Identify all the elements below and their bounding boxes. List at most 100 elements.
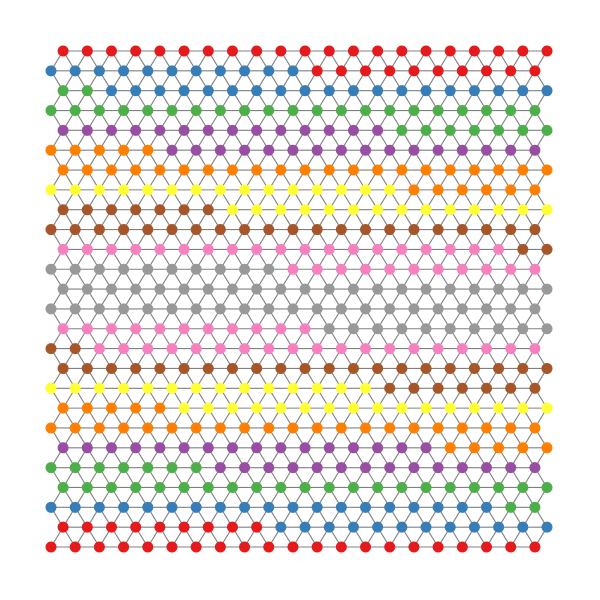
node: [335, 303, 347, 315]
node: [396, 283, 408, 295]
node: [299, 164, 311, 176]
node: [154, 362, 166, 374]
node: [408, 462, 420, 474]
node: [142, 343, 154, 355]
node: [299, 481, 311, 493]
node: [154, 521, 166, 533]
node: [517, 362, 529, 374]
node: [190, 382, 202, 394]
node: [130, 442, 142, 454]
node: [468, 243, 480, 255]
node: [408, 105, 420, 117]
node: [239, 541, 251, 553]
node: [202, 243, 214, 255]
node: [396, 323, 408, 335]
node: [105, 283, 117, 295]
node: [505, 105, 517, 117]
node: [251, 521, 263, 533]
node: [275, 164, 287, 176]
node: [335, 105, 347, 117]
node: [347, 204, 359, 216]
node: [517, 521, 529, 533]
node: [299, 243, 311, 255]
node: [529, 462, 541, 474]
node: [239, 462, 251, 474]
node: [481, 263, 493, 275]
node: [481, 224, 493, 236]
node: [251, 243, 263, 255]
node: [263, 105, 275, 117]
node: [360, 382, 372, 394]
node: [81, 124, 93, 136]
node: [493, 164, 505, 176]
node: [263, 501, 275, 513]
node: [299, 204, 311, 216]
node: [299, 283, 311, 295]
node: [360, 184, 372, 196]
node: [130, 283, 142, 295]
node: [69, 263, 81, 275]
node: [493, 442, 505, 454]
node: [420, 521, 432, 533]
node: [263, 343, 275, 355]
node: [529, 501, 541, 513]
node: [468, 481, 480, 493]
node: [226, 45, 238, 57]
node: [214, 144, 226, 156]
node: [432, 224, 444, 236]
node: [299, 124, 311, 136]
node: [57, 45, 69, 57]
node: [481, 343, 493, 355]
node: [468, 164, 480, 176]
node: [105, 45, 117, 57]
node: [493, 521, 505, 533]
node: [505, 65, 517, 77]
node: [481, 382, 493, 394]
node: [105, 402, 117, 414]
node: [481, 144, 493, 156]
node: [178, 481, 190, 493]
node: [81, 323, 93, 335]
node: [226, 85, 238, 97]
node: [396, 204, 408, 216]
node: [287, 382, 299, 394]
node: [481, 462, 493, 474]
node: [529, 303, 541, 315]
node: [323, 45, 335, 57]
node: [226, 164, 238, 176]
node: [178, 283, 190, 295]
node: [517, 481, 529, 493]
node: [372, 204, 384, 216]
node: [335, 65, 347, 77]
node: [432, 501, 444, 513]
node: [69, 144, 81, 156]
node: [275, 124, 287, 136]
node: [347, 442, 359, 454]
node: [275, 442, 287, 454]
node: [81, 204, 93, 216]
node: [190, 501, 202, 513]
node: [456, 422, 468, 434]
node: [178, 402, 190, 414]
node: [57, 362, 69, 374]
node: [323, 521, 335, 533]
node: [408, 422, 420, 434]
node: [384, 541, 396, 553]
node: [154, 243, 166, 255]
node: [93, 462, 105, 474]
node: [323, 204, 335, 216]
node: [69, 303, 81, 315]
node: [263, 541, 275, 553]
node: [226, 402, 238, 414]
node: [214, 65, 226, 77]
node: [384, 343, 396, 355]
node: [481, 105, 493, 117]
node: [130, 323, 142, 335]
node: [190, 303, 202, 315]
node: [444, 283, 456, 295]
node: [529, 224, 541, 236]
node: [517, 164, 529, 176]
node: [420, 283, 432, 295]
node: [468, 283, 480, 295]
node: [384, 184, 396, 196]
